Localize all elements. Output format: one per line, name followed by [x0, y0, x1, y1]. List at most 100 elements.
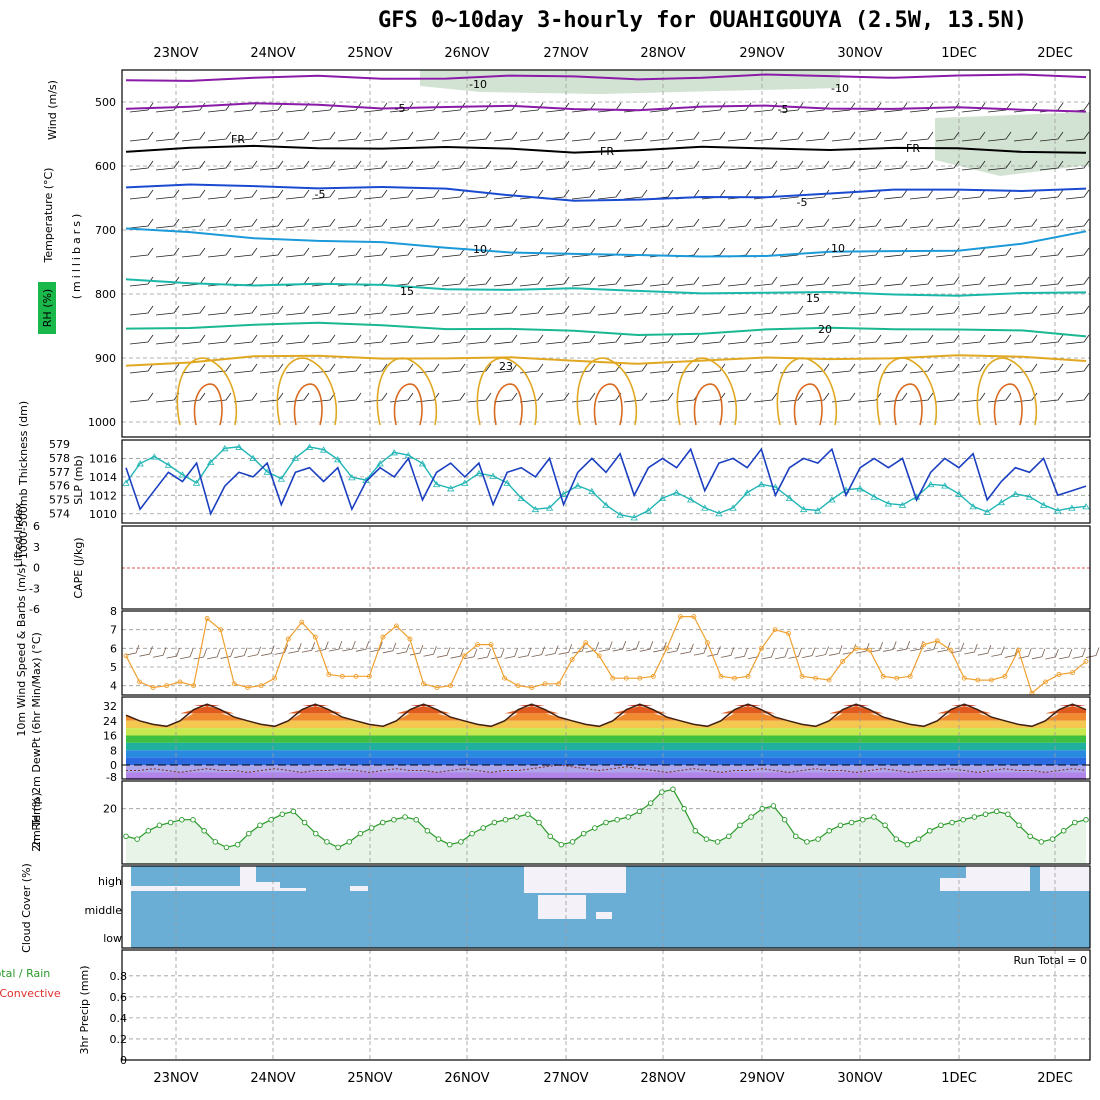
thickness-marker: [1011, 490, 1020, 497]
wind-speed-marker: [393, 623, 399, 629]
axis-label-thickness: 1000-500mb Thickness (dm): [17, 401, 30, 559]
wind-barb: [493, 334, 518, 345]
wind-barb: [961, 247, 986, 258]
wind-barb: [311, 131, 336, 142]
wind-barb-10m: [599, 641, 613, 652]
wind-barb-10m: [801, 647, 816, 658]
wind-barb: [675, 160, 700, 171]
wind-barb: [1065, 247, 1090, 258]
li-tick: 3: [33, 541, 40, 554]
axis-label-cloud: Cloud Cover (%): [20, 863, 33, 953]
rh-marker: [770, 803, 777, 809]
wind-barb: [857, 334, 882, 345]
wind-speed-marker: [1056, 672, 1062, 677]
wind-tick: 6: [110, 642, 117, 655]
wind-speed-marker: [299, 619, 305, 625]
wind-barb: [207, 392, 232, 403]
rh-marker: [167, 819, 174, 826]
wind-barb: [779, 276, 804, 287]
wind-barb: [753, 334, 778, 345]
thickness-marker: [1025, 493, 1034, 500]
thickness-marker: [221, 445, 229, 452]
thickness-marker: [277, 475, 286, 482]
wind-barb: [1039, 363, 1064, 374]
thickness-marker: [884, 500, 893, 507]
precip-tick: 0.4: [110, 1012, 128, 1025]
wind-barb-10m: [504, 648, 518, 659]
wind-speed-marker: [407, 636, 413, 642]
wind-barb-10m: [315, 641, 329, 652]
isotherm-label: -10: [469, 78, 487, 91]
wind-speed-marker: [488, 642, 494, 648]
wind-barb-10m: [626, 640, 640, 652]
slp-tick: 1010: [89, 508, 117, 521]
temp-band: [126, 757, 1086, 765]
thickness-marker: [757, 480, 766, 488]
axis-label-wind10m: 10m Wind Speed & Barbs (m/s): [15, 563, 28, 736]
wind-barb: [337, 334, 362, 345]
isotherm-loop-inner: [893, 383, 923, 426]
wind-barb: [779, 334, 804, 345]
wind-barb: [181, 392, 206, 403]
wind-barb: [831, 160, 856, 171]
wind-barb: [311, 334, 336, 345]
wind-barb-10m: [328, 640, 343, 652]
thickness-tick: 578: [49, 452, 70, 465]
wind-barb: [415, 247, 440, 258]
wind-speed-marker: [948, 647, 954, 653]
wind-barb: [727, 131, 752, 142]
rh-marker: [491, 819, 498, 826]
rh-marker: [257, 822, 263, 829]
isotherm-loop: [876, 357, 937, 426]
wind-speed-marker: [272, 675, 278, 681]
precip-tick: 0.6: [110, 991, 128, 1004]
wind-speed-marker: [650, 673, 656, 679]
wind-speed-marker: [745, 673, 751, 679]
wind-speed-marker: [1083, 658, 1089, 664]
below-zero-band: [126, 765, 1086, 777]
wind-barb: [311, 160, 336, 171]
wind-barb: [415, 334, 440, 345]
wind-barb: [623, 334, 648, 345]
wind-barb-10m: [234, 647, 248, 659]
wind-barb: [155, 189, 180, 200]
thickness-marker: [178, 471, 187, 478]
wind-barb: [857, 247, 882, 258]
wind-barb: [597, 247, 622, 258]
wind-barb: [1039, 160, 1064, 171]
wind-barb: [909, 363, 934, 374]
wind-barb: [909, 276, 934, 287]
wind-barb: [545, 305, 570, 316]
wind-barb-10m: [585, 642, 600, 653]
isotherm-loop: [976, 357, 1037, 426]
wind-barb: [545, 276, 570, 287]
isotherm-line: [125, 144, 1087, 154]
rh-marker: [614, 816, 620, 823]
rh-marker: [391, 816, 397, 823]
wind-speed-marker: [880, 673, 886, 679]
wind-barb: [883, 189, 908, 200]
wind-barb-10m: [369, 641, 383, 653]
rh-marker: [1060, 828, 1067, 834]
wind-barb: [181, 305, 206, 316]
wind-barb: [545, 363, 570, 374]
wind-barb: [935, 276, 960, 287]
wind-barb: [779, 102, 804, 113]
rh-marker: [368, 825, 375, 831]
wind-barb: [701, 363, 726, 374]
rh-marker: [848, 819, 855, 826]
wind-barb: [181, 363, 206, 374]
wind-speed-marker: [339, 673, 345, 679]
wind-barb: [571, 189, 596, 200]
wind-barb: [129, 218, 154, 229]
thickness-marker: [1039, 501, 1048, 508]
wind-barb: [155, 305, 180, 316]
wind-barb: [779, 131, 804, 142]
rh-marker: [882, 822, 888, 829]
date-label-bottom: 24NOV: [250, 1071, 295, 1086]
isotherm-label: 15: [806, 292, 820, 305]
wind-barb: [467, 160, 492, 171]
wind-barb: [753, 131, 778, 142]
wind-barb-10m: [558, 644, 573, 655]
wind-barb: [909, 334, 934, 345]
